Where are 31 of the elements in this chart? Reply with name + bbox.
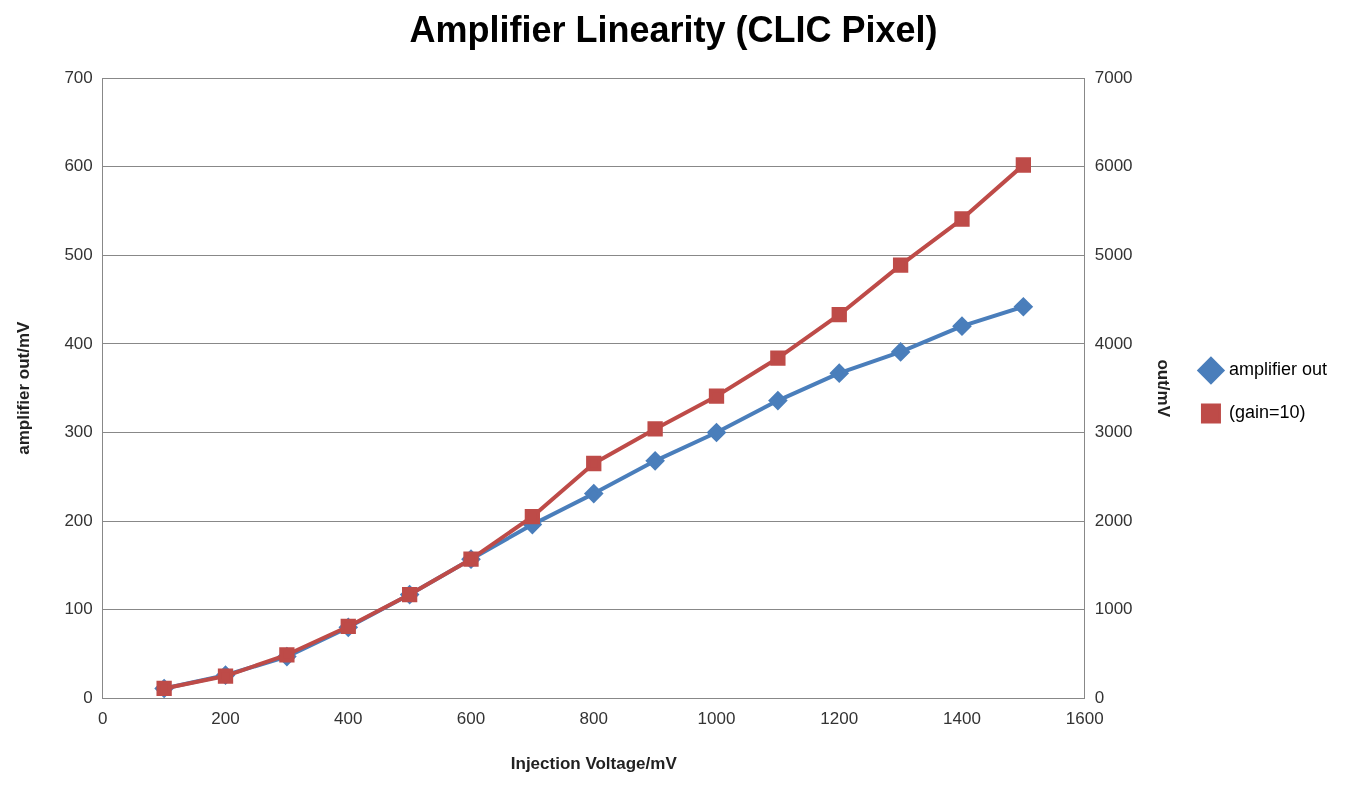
x-tick-label: 1000: [697, 709, 736, 729]
x-tick-label: 1600: [1065, 709, 1104, 729]
x-tick-label: 200: [211, 709, 240, 729]
y2-axis-title: out/mV: [1154, 359, 1174, 418]
y-tick-label: 100: [64, 599, 93, 619]
y-tick-label: 200: [64, 510, 93, 530]
y2-tick-label: 5000: [1094, 245, 1133, 265]
y-tick-label: 700: [64, 67, 93, 87]
y-tick-label: 600: [64, 156, 93, 176]
y-tick-label: 400: [64, 333, 93, 353]
x-tick-label: 800: [579, 709, 608, 729]
x-tick-label: 600: [456, 709, 486, 729]
x-axis-title: Injection Voltage/mV: [510, 754, 678, 774]
y-tick-label: 0: [83, 687, 93, 707]
y-axis-title: amplifier out/mV: [13, 320, 33, 455]
legend-label: (gain=10): [1228, 402, 1306, 423]
y2-tick-label: 2000: [1094, 510, 1133, 530]
chart-title: Amplifier Linearity (CLIC Pixel): [409, 8, 938, 50]
x-tick-label: 0: [98, 709, 108, 729]
x-tick-label: 400: [334, 709, 363, 729]
y2-tick-label: 1000: [1094, 599, 1133, 619]
y-tick-label: 300: [64, 422, 93, 442]
legend-label: amplifier out: [1228, 359, 1327, 380]
y2-tick-label: 4000: [1094, 333, 1133, 353]
x-tick-label: 1200: [820, 709, 859, 729]
y2-tick-label: 6000: [1094, 156, 1133, 176]
y-tick-label: 500: [64, 245, 93, 265]
x-tick-label: 1400: [943, 709, 981, 729]
y2-tick-label: 0: [1094, 687, 1105, 707]
y2-tick-label: 3000: [1094, 422, 1133, 442]
y2-tick-label: 7000: [1094, 67, 1133, 87]
